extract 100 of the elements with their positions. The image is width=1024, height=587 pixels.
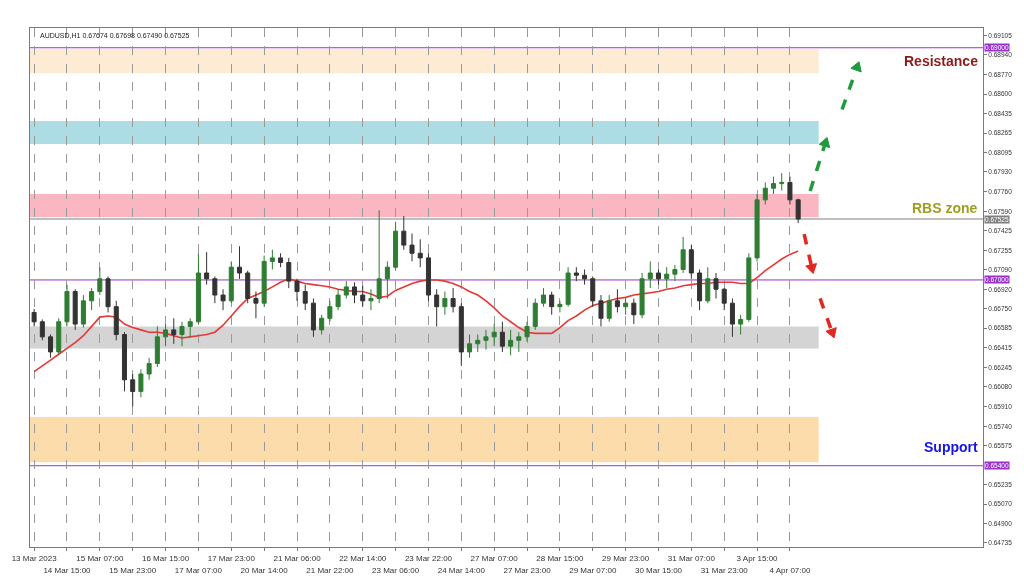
candlestick bbox=[557, 300, 563, 313]
candlestick bbox=[516, 331, 522, 353]
x-tick-label: 31 Mar 07:00 bbox=[667, 553, 716, 563]
candlestick bbox=[31, 308, 37, 327]
candlestick bbox=[261, 255, 267, 308]
candlestick bbox=[721, 287, 727, 311]
candlestick bbox=[458, 302, 464, 367]
candlestick bbox=[590, 275, 596, 308]
candlestick bbox=[302, 284, 308, 311]
candlestick bbox=[532, 298, 538, 331]
candlestick bbox=[508, 329, 514, 356]
candlestick bbox=[384, 260, 390, 300]
candlestick bbox=[425, 252, 431, 302]
x-tick-label: 16 Mar 15:00 bbox=[141, 553, 190, 563]
candlestick bbox=[138, 368, 144, 398]
candlestick bbox=[220, 288, 226, 311]
candlestick bbox=[573, 266, 579, 282]
candlestick bbox=[499, 321, 505, 353]
x-tick-label: 24 Mar 14:00 bbox=[437, 565, 486, 575]
candlestick bbox=[64, 284, 70, 327]
candlestick bbox=[450, 287, 456, 313]
x-tick-label: 15 Mar 23:00 bbox=[109, 565, 157, 575]
candlestick bbox=[368, 288, 374, 311]
x-tick-label: 20 Mar 14:00 bbox=[240, 565, 289, 575]
candlestick bbox=[491, 323, 497, 347]
candlestick bbox=[335, 288, 341, 311]
x-tick-label: 14 Mar 15:00 bbox=[43, 565, 92, 575]
candlestick bbox=[762, 181, 768, 205]
candlestick bbox=[121, 331, 127, 392]
x-tick-label: 29 Mar 23:00 bbox=[602, 553, 650, 563]
x-tick-label: 30 Mar 15:00 bbox=[634, 565, 683, 575]
candlestick bbox=[310, 298, 316, 338]
candlestick bbox=[540, 287, 546, 308]
x-tick-label: 27 Mar 23:00 bbox=[503, 565, 552, 575]
candlestick bbox=[631, 298, 637, 325]
candlestick bbox=[787, 176, 793, 205]
x-tick-label: 23 Mar 22:00 bbox=[404, 553, 453, 563]
candlestick bbox=[434, 288, 440, 327]
candlestick bbox=[146, 357, 152, 381]
candlestick bbox=[286, 257, 292, 289]
candlestick bbox=[56, 317, 62, 355]
candlestick bbox=[327, 300, 333, 323]
candlestick bbox=[212, 275, 218, 304]
candlestick bbox=[97, 266, 103, 296]
x-tick-label: 21 Mar 06:00 bbox=[273, 553, 322, 563]
candlestick bbox=[565, 266, 571, 308]
candlestick bbox=[319, 314, 325, 336]
candlestick bbox=[154, 325, 160, 368]
candlestick bbox=[253, 291, 259, 319]
candlestick bbox=[113, 300, 119, 341]
candlestick bbox=[39, 318, 45, 341]
candlestick bbox=[401, 215, 407, 251]
candlestick bbox=[614, 288, 620, 313]
candlestick bbox=[680, 236, 686, 274]
candlestick bbox=[236, 245, 243, 280]
x-tick-label: 17 Mar 23:00 bbox=[207, 553, 256, 563]
candlestick bbox=[664, 266, 670, 289]
x-tick-label: 23 Mar 06:00 bbox=[372, 565, 420, 575]
candlestick bbox=[770, 176, 777, 195]
x-tick-label: 3 Apr 15:00 bbox=[736, 553, 779, 563]
candlestick bbox=[195, 252, 201, 325]
candlestick bbox=[294, 278, 300, 302]
candlestick bbox=[89, 287, 95, 311]
candlestick bbox=[606, 294, 612, 323]
candlestick bbox=[549, 291, 555, 316]
candlestick bbox=[179, 321, 185, 347]
text: RBS zone bbox=[912, 200, 978, 216]
candlestick bbox=[48, 334, 54, 359]
candlestick bbox=[729, 298, 735, 338]
candlestick bbox=[187, 317, 193, 338]
candlestick bbox=[697, 269, 703, 311]
x-tick-label: 21 Mar 22:00 bbox=[306, 565, 354, 575]
candlestick bbox=[343, 280, 349, 300]
text: Support bbox=[924, 439, 978, 455]
candlestick bbox=[639, 272, 645, 319]
candlestick bbox=[352, 281, 358, 304]
candlestick bbox=[754, 193, 760, 262]
candlestick bbox=[475, 334, 481, 353]
candlestick bbox=[269, 249, 275, 270]
candlestick bbox=[655, 269, 661, 286]
x-tick-label: 17 Mar 07:00 bbox=[174, 565, 223, 575]
candlestick bbox=[171, 317, 177, 345]
candlestick bbox=[72, 288, 78, 331]
candlestick bbox=[467, 334, 473, 359]
text: Resistance bbox=[904, 53, 979, 69]
candlestick bbox=[228, 260, 234, 304]
candlestick bbox=[623, 298, 629, 316]
candlestick bbox=[360, 285, 366, 308]
candlestick bbox=[417, 238, 423, 268]
candlestick bbox=[705, 266, 711, 304]
x-tick-label: 27 Mar 07:00 bbox=[470, 553, 519, 563]
candlestick bbox=[779, 172, 785, 192]
candlestick bbox=[163, 323, 169, 347]
line-series bbox=[33, 250, 799, 373]
candlestick bbox=[647, 260, 653, 289]
candlestick bbox=[524, 321, 530, 342]
candlestick bbox=[483, 329, 489, 351]
x-tick-label: 13 Mar 2023 bbox=[11, 553, 58, 563]
candlestick bbox=[582, 269, 588, 286]
candlestick bbox=[688, 244, 694, 280]
